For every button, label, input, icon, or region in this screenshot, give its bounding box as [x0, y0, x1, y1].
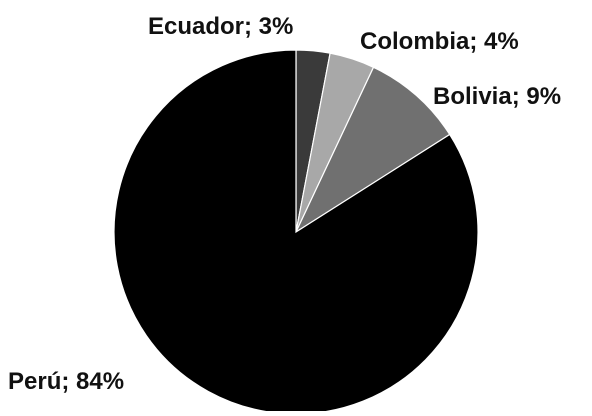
pie-slice-bolivia	[294, 66, 451, 234]
pie-slice-peru	[113, 49, 479, 415]
slice-label-bolivia: Bolivia; 9%	[433, 83, 561, 110]
slice-label-peru: Perú; 84%	[8, 368, 124, 395]
slice-label-ecuador: Ecuador; 3%	[148, 13, 293, 40]
slice-label-colombia: Colombia; 4%	[360, 28, 519, 55]
slices-layer	[113, 49, 479, 415]
